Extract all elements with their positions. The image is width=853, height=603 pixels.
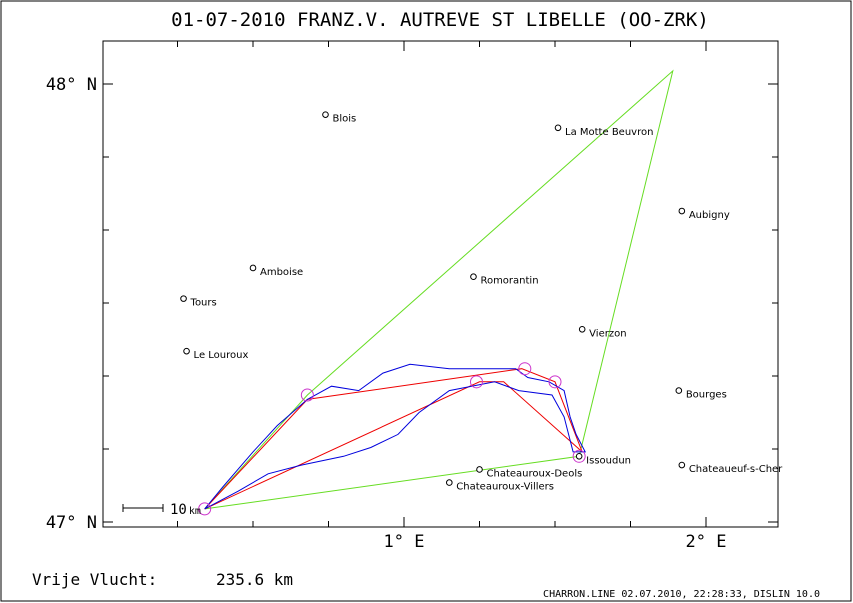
- city-marker: [322, 111, 329, 118]
- city-label: Tours: [190, 298, 217, 309]
- city-label: Le Louroux: [194, 350, 249, 361]
- city-marker: [470, 273, 477, 281]
- city-marker: [678, 207, 686, 215]
- city-marker: [578, 325, 586, 333]
- turnpoints-layer: [198, 362, 586, 516]
- cities-layer: Blois La Motte Beuvron Aubigny Amboise Romor…: [180, 111, 783, 493]
- series-triangle: [204, 69, 674, 510]
- x-tick-label: 2° E: [686, 532, 727, 552]
- turnpoint-marker: [198, 502, 212, 516]
- y-tick-label: 48° N: [46, 75, 97, 95]
- page-title: 01-07-2010 FRANZ.V. AUTREVE ST LIBELLE (…: [171, 9, 709, 31]
- city-marker: [554, 124, 562, 132]
- plot-frame: [102, 40, 779, 528]
- y-axis-labels: 47° N 48° N: [46, 75, 97, 533]
- axis-ticks: [103, 41, 778, 527]
- turnpoint-marker: [469, 375, 483, 389]
- x-tick-label: 1° E: [384, 532, 425, 552]
- scale-bar-value: 10: [170, 502, 187, 518]
- scale-bar-label: 10 km: [170, 502, 201, 518]
- city-marker: [675, 387, 683, 394]
- city-label: Issoudun: [586, 455, 631, 466]
- city-marker: [180, 295, 187, 302]
- series-route: [204, 368, 583, 510]
- x-axis-labels: 1° E 2° E: [384, 532, 727, 552]
- city-label: Bourges: [686, 390, 727, 401]
- turnpoint-marker: [548, 375, 562, 389]
- turnpoint-marker: [518, 362, 532, 376]
- city-label: Chateaueuf-s-Cher: [689, 464, 783, 475]
- distance-label: Vrije Vlucht:: [32, 570, 157, 589]
- turnpoint-marker: [300, 388, 314, 402]
- scale-bar: 10 km: [122, 502, 201, 518]
- scale-bar-unit: km: [189, 506, 201, 517]
- city-label: Aubigny: [689, 210, 730, 221]
- city-marker: [476, 466, 483, 473]
- city-label: Blois: [332, 114, 356, 125]
- credit-line: CHARRON.LINE 02.07.2010, 22:28:33, DISLI…: [543, 589, 820, 600]
- city-label: Vierzon: [589, 328, 626, 339]
- series-layer: [204, 69, 674, 510]
- distance-value: 235.6 km: [216, 570, 293, 589]
- city-label: Amboise: [260, 267, 303, 278]
- city-marker: [678, 461, 686, 469]
- series-track: [204, 363, 587, 510]
- city-marker: [446, 479, 453, 486]
- city-marker: [249, 264, 257, 272]
- city-label: Chateauroux-Deols: [487, 468, 583, 479]
- city-marker: [575, 453, 583, 460]
- city-label: La Motte Beuvron: [565, 127, 653, 138]
- city-label: Chateauroux-Villers: [456, 482, 554, 493]
- city-marker: [183, 347, 190, 355]
- turnpoint-marker: [572, 449, 586, 463]
- y-tick-label: 47° N: [46, 513, 97, 533]
- city-label: Romorantin: [480, 276, 538, 287]
